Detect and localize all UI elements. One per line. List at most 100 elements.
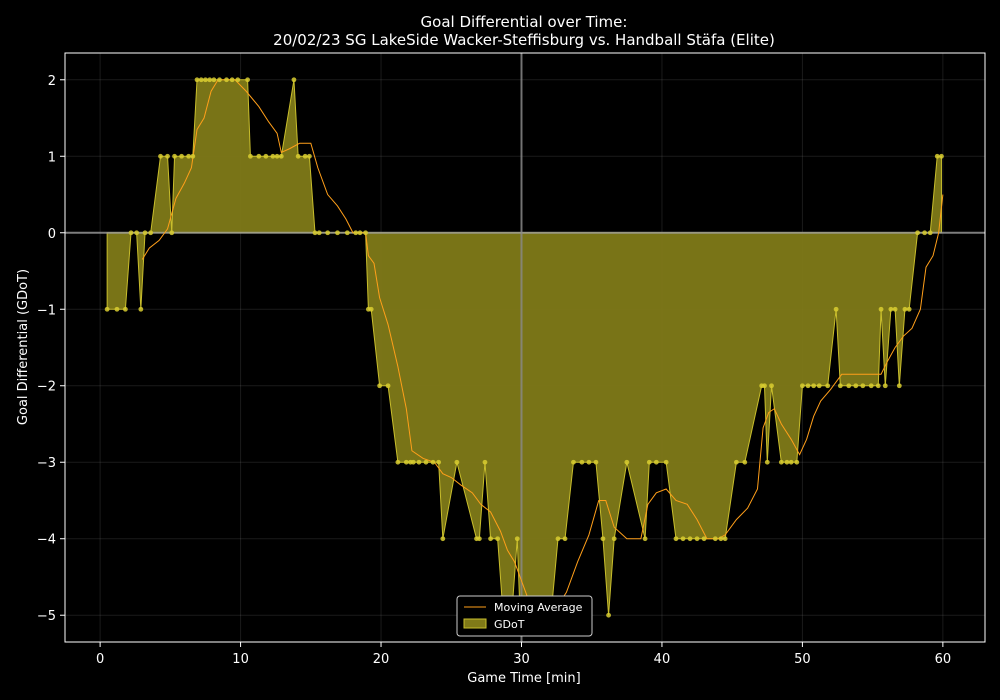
- gdot-point: [906, 306, 912, 312]
- y-tick-label: −1: [37, 303, 56, 318]
- gdot-point: [198, 77, 204, 83]
- gdot-point: [416, 459, 422, 465]
- gdot-point: [278, 153, 284, 159]
- gdot-point: [344, 230, 350, 236]
- gdot-point: [430, 459, 436, 465]
- gdot-point: [203, 77, 208, 83]
- gdot-point: [190, 153, 196, 159]
- legend-frame: [456, 595, 593, 637]
- legend: Moving Average GDoT: [456, 595, 593, 637]
- y-tick-label: −2: [37, 380, 56, 395]
- gdot-point: [606, 612, 611, 618]
- chart-title-line1: Goal Differential over Time:: [421, 13, 628, 31]
- gdot-point: [718, 536, 724, 542]
- gdot-point: [274, 153, 280, 159]
- gdot-point: [306, 153, 312, 159]
- gdot-point: [224, 77, 229, 83]
- gdot-point: [742, 459, 748, 465]
- gdot-point: [784, 459, 790, 465]
- gdot-point: [892, 306, 898, 312]
- y-tick-label: −5: [37, 609, 56, 624]
- gdot-point: [357, 230, 363, 236]
- gdot-point: [211, 77, 217, 83]
- gdot-point: [939, 153, 944, 159]
- x-tick-label: 30: [513, 652, 530, 667]
- gdot-point: [927, 230, 933, 236]
- gdot-point: [816, 383, 822, 389]
- gdot-point: [217, 77, 222, 83]
- gdot-point: [868, 383, 874, 389]
- gdot-point: [882, 383, 888, 389]
- gdot-point: [687, 536, 693, 542]
- gdot-point: [385, 383, 391, 389]
- gdot-point: [312, 230, 318, 236]
- gdot-point: [138, 306, 144, 312]
- gdot-point: [476, 536, 482, 542]
- gdot-point: [825, 383, 831, 389]
- gdot-point: [325, 230, 331, 236]
- gdot-point: [186, 153, 192, 159]
- gdot-point: [878, 306, 884, 312]
- gdot-point: [235, 77, 241, 83]
- gdot-point: [611, 536, 617, 542]
- y-tick-label: −3: [37, 456, 56, 471]
- gdot-point: [922, 230, 928, 236]
- gdot-point: [335, 230, 340, 236]
- gdot-point: [811, 383, 817, 389]
- gdot-point: [805, 383, 811, 389]
- gdot-point: [368, 306, 374, 312]
- gdot-point: [712, 536, 718, 542]
- gdot-point: [410, 459, 416, 465]
- gdot-point: [128, 230, 134, 236]
- gdot-point: [142, 230, 148, 236]
- gdot-point: [642, 536, 648, 542]
- gdot-point: [769, 383, 774, 389]
- gdot-point: [680, 536, 686, 542]
- axes-frame: [64, 52, 986, 643]
- gdot-point: [586, 459, 592, 465]
- gdot-point: [833, 306, 839, 312]
- gdot-point: [302, 153, 308, 159]
- x-tick-label: 40: [654, 652, 671, 667]
- gdot-point: [148, 230, 154, 236]
- gdot-point: [488, 536, 493, 542]
- gdot-point: [733, 459, 739, 465]
- x-axis-label: Game Time [min]: [467, 671, 580, 686]
- gdot-point: [663, 459, 669, 465]
- gdot-point: [248, 153, 253, 159]
- gdot-point: [555, 536, 561, 542]
- gdot-point: [482, 459, 488, 465]
- gdot-point: [694, 536, 700, 542]
- gdot-point: [888, 306, 894, 312]
- gdot-point: [256, 153, 262, 159]
- gdot-point: [169, 230, 175, 236]
- gdot-point: [915, 230, 920, 236]
- gdot-point: [436, 459, 442, 465]
- gdot-point: [270, 153, 276, 159]
- gdot-point: [172, 153, 177, 159]
- gdot-point: [403, 459, 409, 465]
- x-tick-label: 10: [232, 652, 249, 667]
- gdot-point: [853, 383, 859, 389]
- gdot-point: [764, 459, 770, 465]
- gdot-point: [562, 536, 568, 542]
- y-tick-label: 2: [48, 74, 56, 89]
- y-tick-label: 1: [48, 150, 56, 165]
- x-tick-label: 0: [96, 652, 104, 667]
- gdot-point: [778, 459, 784, 465]
- gdot-point: [395, 459, 401, 465]
- gdot-point: [514, 536, 520, 542]
- gdot-point: [194, 77, 200, 83]
- chart-title-line2: 20/02/23 SG LakeSide Wacker-Steffisburg …: [273, 31, 775, 49]
- gdot-point: [440, 536, 446, 542]
- gdot-point: [122, 306, 128, 312]
- legend-gdot-label: GDoT: [494, 618, 525, 631]
- x-tick-label: 60: [935, 652, 952, 667]
- gdot-point: [263, 153, 269, 159]
- gdot-point: [673, 536, 679, 542]
- gdot-point: [896, 383, 902, 389]
- gdot-point: [624, 459, 630, 465]
- gdot-point: [579, 459, 585, 465]
- gdot-point: [762, 383, 767, 389]
